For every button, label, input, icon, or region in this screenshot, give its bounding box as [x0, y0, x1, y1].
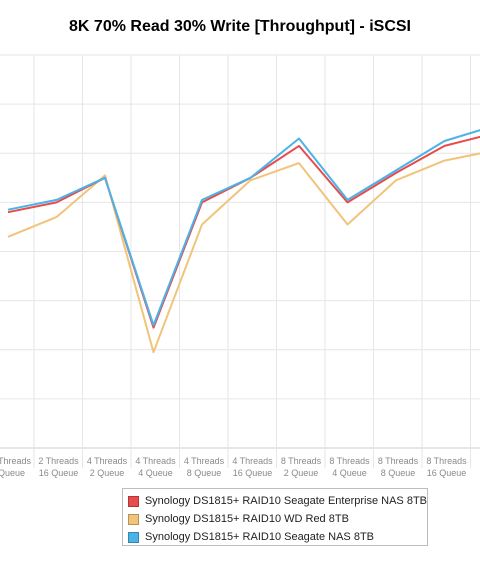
grid: [0, 54, 480, 468]
legend-item: Synology DS1815+ RAID10 WD Red 8TB: [128, 510, 427, 528]
legend-label: Synology DS1815+ RAID10 WD Red 8TB: [145, 513, 349, 525]
line-chart: Threads Queue 2 Threads 16 Queue 4 Threads 2 …: [0, 54, 480, 478]
x-axis-labels: Threads Queue 2 Threads 16 Queue 4 Threads 2 …: [0, 456, 467, 478]
x-tick-label: 4 Threads 16 Queue: [232, 456, 273, 478]
x-tick-label: 8 Threads 4 Queue: [329, 456, 370, 478]
x-tick-label: Threads Queue: [0, 456, 32, 478]
x-tick-label: 8 Threads 8 Queue: [378, 456, 419, 478]
legend-swatch: [128, 531, 139, 543]
x-tick-label: 8 Threads 2 Queue: [281, 456, 322, 478]
legend-label: Synology DS1815+ RAID10 Seagate NAS 8TB: [145, 531, 374, 543]
series-line-3: [7, 129, 480, 327]
legend: Synology DS1815+ RAID10 Seagate Enterpri…: [122, 488, 428, 546]
legend-swatch: [128, 513, 139, 525]
series-lines: [7, 129, 480, 354]
legend-item: Synology DS1815+ RAID10 Seagate NAS 8TB: [128, 528, 427, 546]
x-tick-label: 8 Threads 16 Queue: [426, 456, 467, 478]
legend-item: Synology DS1815+ RAID10 Seagate Enterpri…: [128, 492, 427, 510]
x-tick-label: 2 Threads 16 Queue: [38, 456, 79, 478]
x-tick-label: 4 Threads 4 Queue: [135, 456, 176, 478]
chart-title: 8K 70% Read 30% Write [Throughput] - iSC…: [69, 18, 411, 35]
x-tick-label: 4 Threads 2 Queue: [87, 456, 128, 478]
legend-swatch: [128, 495, 139, 507]
x-tick-label: 4 Threads 8 Queue: [184, 456, 225, 478]
legend-label: Synology DS1815+ RAID10 Seagate Enterpri…: [144, 495, 427, 507]
